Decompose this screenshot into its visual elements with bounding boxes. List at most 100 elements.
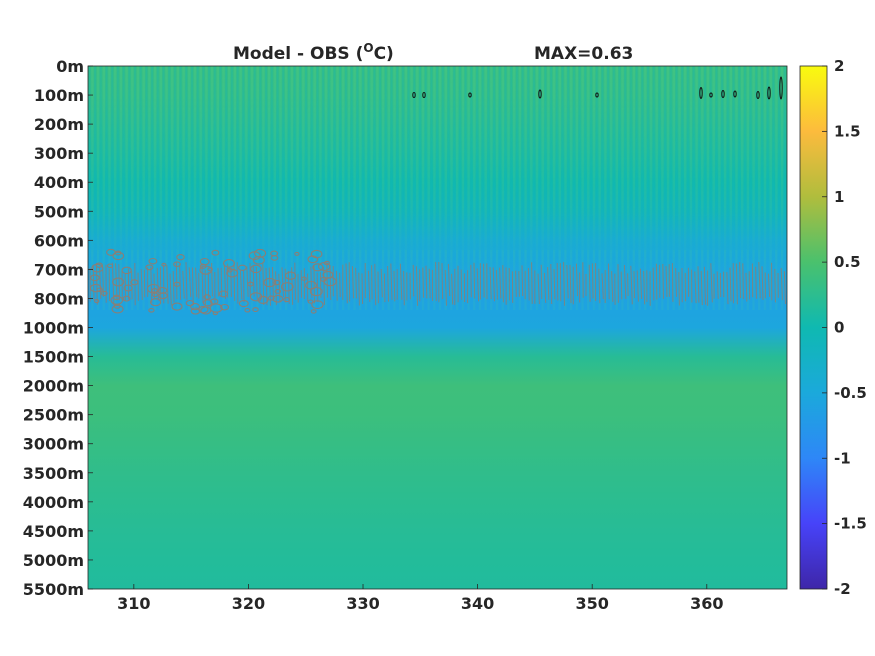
y-tick-label: 5000m: [23, 551, 84, 570]
contour-segment: [611, 271, 614, 302]
y-tick: 600m: [34, 231, 93, 250]
contour-segment: [265, 267, 268, 306]
contour-segment: [275, 271, 277, 306]
contour-segment: [518, 271, 520, 297]
contour-segment: [678, 272, 680, 306]
contour-loop: [270, 255, 279, 261]
contour-loop: [267, 295, 275, 301]
contour-segment: [310, 266, 313, 298]
y-tick: 1000m: [23, 319, 93, 338]
contour-segment: [425, 265, 428, 299]
contour-segment: [185, 262, 188, 300]
y-tick-label: 600m: [34, 231, 84, 250]
contour-segment: [726, 272, 729, 305]
y-tick: 1500m: [23, 348, 93, 367]
zero-contour: [767, 86, 771, 100]
contour-loop: [238, 264, 247, 271]
contour-segment: [188, 267, 192, 297]
zero-contour: [412, 92, 416, 98]
contour-segment: [102, 269, 104, 297]
contour-segment: [636, 270, 639, 302]
contour-loop: [312, 263, 324, 272]
contour-segment: [444, 269, 447, 306]
y-tick: 0m: [56, 57, 93, 76]
zero-contour-lines: [412, 76, 783, 100]
contour-segment: [156, 267, 159, 301]
contour-segment: [220, 267, 223, 297]
contour-loop: [250, 264, 262, 274]
contour-segment: [246, 266, 249, 297]
contour-segment: [428, 268, 431, 299]
x-tick-label: 340: [461, 594, 494, 613]
colorbar-tick: -0.5: [822, 384, 867, 402]
contour-segment: [492, 267, 495, 302]
contour-loop: [123, 284, 133, 292]
contour-loop: [91, 263, 104, 273]
contour-segment: [780, 268, 783, 301]
contour-segment: [627, 273, 629, 297]
colorbar-tick-label: 1: [834, 188, 844, 206]
colorbar-tick-label: -1: [834, 449, 851, 467]
contour-segment: [223, 264, 227, 300]
contour-loop: [94, 299, 100, 304]
contour-segment: [675, 268, 677, 297]
contour-loop: [100, 290, 108, 296]
contour-loop: [307, 255, 319, 264]
colorbar-tick-label: 0.5: [834, 253, 861, 271]
y-tick-label: 1000m: [23, 319, 84, 338]
contour-segment: [390, 263, 393, 300]
x-tick-label: 310: [117, 594, 150, 613]
contour-segment: [556, 263, 559, 301]
x-tick: 330: [346, 584, 380, 613]
contour-segment: [588, 264, 591, 302]
contour-loop: [212, 311, 218, 316]
contour-loop: [207, 267, 213, 272]
zero-contour: [709, 92, 713, 98]
contour-loop: [238, 299, 249, 308]
contour-loop: [211, 249, 220, 256]
contour-segment: [169, 273, 172, 306]
heatmap-area: [88, 66, 787, 589]
x-tick-label: 330: [346, 594, 379, 613]
colorbar-tick: -2: [822, 580, 851, 598]
contour-segment: [201, 263, 204, 304]
contour-segment: [742, 263, 744, 300]
colorbar-tick-label: 1.5: [834, 122, 861, 140]
contour-loop: [247, 281, 254, 287]
y-tick: 500m: [34, 202, 93, 221]
contour-segment: [739, 261, 741, 299]
y-tick-label: 0m: [56, 57, 84, 76]
contour-segment: [703, 266, 706, 305]
contour-loop: [185, 299, 195, 307]
contour-segment: [415, 266, 419, 306]
contour-segment: [473, 262, 476, 299]
colorbar-tick-label: -2: [834, 580, 851, 598]
contour-segment: [598, 268, 601, 304]
y-tick-label: 800m: [34, 289, 84, 308]
zero-contour: [699, 87, 703, 99]
contour-segment: [182, 270, 185, 299]
upper-stripe-texture: [88, 66, 787, 266]
y-tick-label: 4000m: [23, 493, 84, 512]
contour-segment: [281, 267, 284, 297]
contour-segment: [294, 262, 296, 300]
contour-loop: [244, 307, 251, 313]
zero-contour: [756, 91, 760, 99]
contour-loop: [145, 264, 154, 271]
x-tick-label: 360: [690, 594, 723, 613]
contour-segment: [540, 264, 543, 300]
contour-loop: [252, 255, 265, 265]
contour-loop: [320, 276, 327, 282]
contour-loop: [176, 254, 185, 261]
contour-segment: [665, 266, 668, 298]
contour-segment: [620, 271, 623, 300]
contour-loop: [203, 294, 211, 300]
contour-segment: [745, 272, 748, 302]
contour-loop: [173, 281, 181, 287]
contour-segment: [729, 267, 732, 302]
contour-loop: [305, 280, 317, 290]
contour-loop: [198, 305, 209, 314]
contour-segment: [262, 263, 265, 306]
contour-loop: [310, 309, 317, 314]
contour-segment: [563, 261, 565, 306]
